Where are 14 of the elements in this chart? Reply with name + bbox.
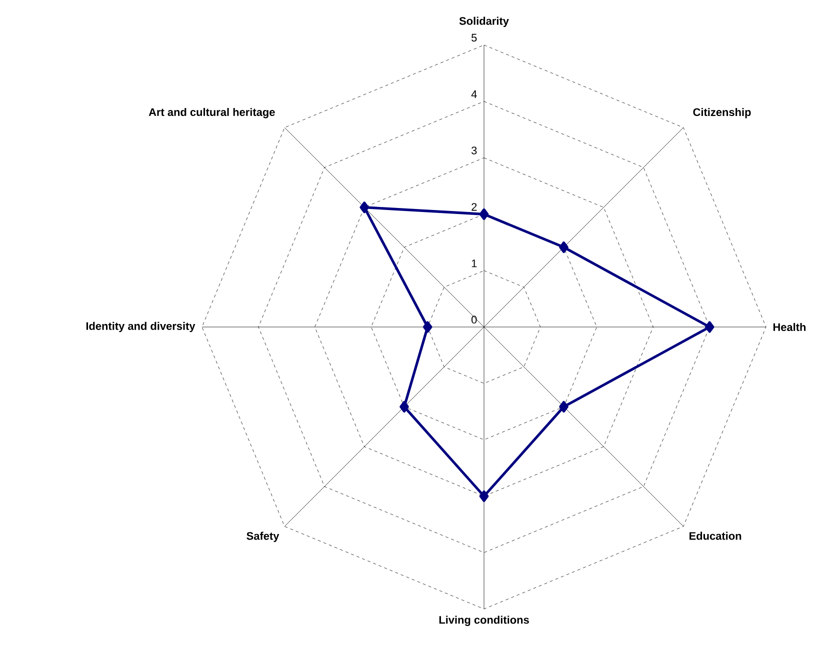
- y-tick-label: 1: [472, 260, 477, 268]
- y-tick-label: 3: [471, 146, 477, 154]
- spoke-label: Identity and diversity: [86, 322, 196, 332]
- spoke-label: Art and cultural heritage: [148, 108, 275, 118]
- spoke-label: Education: [690, 532, 742, 540]
- spoke-label: Solidarity: [459, 16, 509, 27]
- y-tick-label: 0: [471, 316, 477, 324]
- spoke-label: Living conditions: [439, 616, 529, 626]
- spoke-label: Health: [773, 322, 806, 332]
- y-tick-label: 2: [472, 203, 477, 211]
- spoke-label: Safety: [246, 532, 280, 542]
- y-tick-label: 5: [472, 34, 477, 42]
- spoke-label: Citizenship: [693, 108, 751, 118]
- y-tick-label: 4: [471, 90, 477, 98]
